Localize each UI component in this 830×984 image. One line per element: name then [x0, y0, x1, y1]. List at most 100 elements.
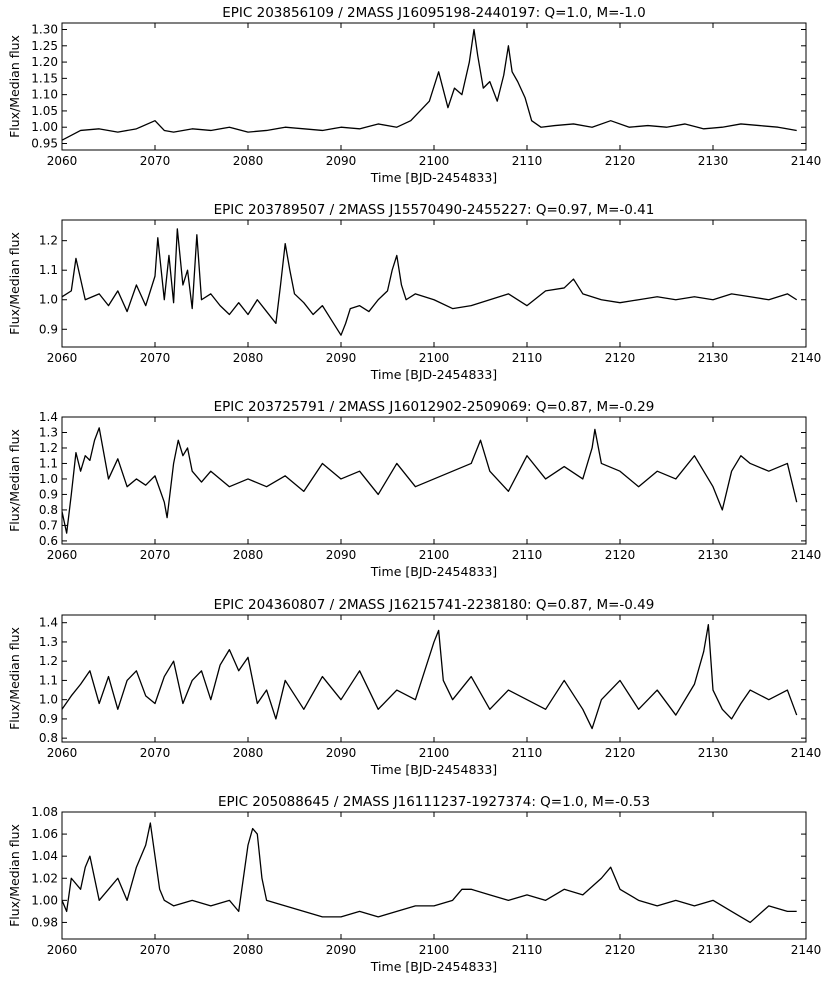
y-tick-label: 1.4 — [39, 410, 58, 424]
x-tick-label: 2140 — [791, 746, 822, 760]
x-tick-label: 2120 — [605, 943, 636, 957]
x-tick-label: 2060 — [47, 154, 78, 168]
plot-frame — [61, 22, 807, 151]
y-tick-label: 1.0 — [39, 472, 58, 486]
series-line-1 — [62, 228, 798, 336]
y-tick-label: 1.2 — [39, 234, 58, 248]
x-tick-label: 2060 — [47, 351, 78, 365]
x-tick-label: 2120 — [605, 154, 636, 168]
y-tick-label: 1.00 — [31, 893, 58, 907]
x-axis-label: Time [BJD-2454833] — [370, 564, 497, 579]
y-tick-label: 0.9 — [39, 712, 58, 726]
chart-title: EPIC 205088645 / 2MASS J16111237-1927374… — [218, 794, 650, 810]
y-tick-label: 1.15 — [31, 71, 58, 85]
y-tick-label: 1.2 — [39, 654, 58, 668]
x-tick-label: 2120 — [605, 351, 636, 365]
x-axis-label: Time [BJD-2454833] — [370, 367, 497, 382]
x-tick-label: 2090 — [326, 154, 357, 168]
series-line-1 — [62, 822, 797, 924]
x-tick-label: 2070 — [140, 746, 171, 760]
y-tick-label: 1.2 — [39, 441, 58, 455]
chart-title: EPIC 203856109 / 2MASS J16095198-2440197… — [222, 5, 646, 21]
chart-panel-2: EPIC 203789507 / 2MASS J15570490-2455227… — [7, 202, 821, 382]
x-axis-label: Time [BJD-2454833] — [370, 959, 497, 974]
y-axis-label: Flux/Median flux — [7, 824, 22, 927]
x-tick-label: 2110 — [512, 154, 543, 168]
plot-frame — [61, 614, 807, 743]
plot-frame — [61, 416, 807, 545]
y-tick-label: 0.98 — [31, 915, 58, 929]
y-tick-label: 0.8 — [39, 731, 58, 745]
x-tick-label: 2140 — [791, 943, 822, 957]
x-axis-label: Time [BJD-2454833] — [370, 170, 497, 185]
chart-panel-3: EPIC 203725791 / 2MASS J16012902-2509069… — [7, 399, 821, 579]
y-tick-label: 1.02 — [31, 871, 58, 885]
x-tick-label: 2100 — [419, 548, 450, 562]
y-axis-label: Flux/Median flux — [7, 232, 22, 335]
x-tick-label: 2140 — [791, 351, 822, 365]
x-tick-label: 2140 — [791, 154, 822, 168]
x-tick-label: 2120 — [605, 548, 636, 562]
x-tick-label: 2080 — [233, 943, 264, 957]
x-tick-label: 2130 — [698, 351, 729, 365]
y-tick-label: 1.3 — [39, 635, 58, 649]
y-tick-label: 1.0 — [39, 293, 58, 307]
y-tick-label: 0.95 — [31, 136, 58, 150]
y-axis-label: Flux/Median flux — [7, 627, 22, 730]
x-tick-label: 2070 — [140, 548, 171, 562]
x-tick-label: 2100 — [419, 351, 450, 365]
x-tick-label: 2100 — [419, 943, 450, 957]
y-tick-label: 1.4 — [39, 616, 58, 630]
x-tick-label: 2070 — [140, 943, 171, 957]
y-tick-label: 1.20 — [31, 55, 58, 69]
x-tick-label: 2110 — [512, 746, 543, 760]
x-tick-label: 2090 — [326, 746, 357, 760]
y-tick-label: 1.06 — [31, 827, 58, 841]
series-line-1 — [62, 427, 798, 534]
x-tick-label: 2100 — [419, 746, 450, 760]
x-tick-label: 2080 — [233, 548, 264, 562]
y-tick-label: 0.6 — [39, 534, 58, 548]
series-line-1 — [62, 623, 798, 730]
x-tick-label: 2070 — [140, 351, 171, 365]
y-tick-label: 1.3 — [39, 425, 58, 439]
x-tick-label: 2090 — [326, 943, 357, 957]
y-tick-label: 1.04 — [31, 849, 58, 863]
chart-panel-1: EPIC 203856109 / 2MASS J16095198-2440197… — [7, 5, 821, 185]
y-tick-label: 0.8 — [39, 503, 58, 517]
x-tick-label: 2090 — [326, 351, 357, 365]
x-tick-label: 2080 — [233, 154, 264, 168]
x-tick-label: 2070 — [140, 154, 171, 168]
x-tick-label: 2100 — [419, 154, 450, 168]
y-tick-label: 0.9 — [39, 322, 58, 336]
x-tick-label: 2090 — [326, 548, 357, 562]
plot-frame — [61, 219, 807, 348]
x-tick-label: 2130 — [698, 548, 729, 562]
chart-title: EPIC 203789507 / 2MASS J15570490-2455227… — [214, 202, 655, 218]
chart-panel-4: EPIC 204360807 / 2MASS J16215741-2238180… — [7, 597, 821, 777]
y-tick-label: 1.25 — [31, 39, 58, 53]
x-tick-label: 2120 — [605, 746, 636, 760]
chart-title: EPIC 204360807 / 2MASS J16215741-2238180… — [214, 597, 655, 613]
y-tick-label: 1.00 — [31, 120, 58, 134]
chart-title: EPIC 203725791 / 2MASS J16012902-2509069… — [214, 399, 655, 415]
x-tick-label: 2130 — [698, 154, 729, 168]
y-tick-label: 1.08 — [31, 805, 58, 819]
x-tick-label: 2080 — [233, 746, 264, 760]
x-tick-label: 2110 — [512, 351, 543, 365]
y-axis-label: Flux/Median flux — [7, 35, 22, 138]
x-tick-label: 2130 — [698, 943, 729, 957]
plot-frame — [61, 811, 807, 940]
x-tick-label: 2130 — [698, 746, 729, 760]
x-tick-label: 2060 — [47, 548, 78, 562]
y-tick-label: 1.1 — [39, 456, 58, 470]
chart-panel-5: EPIC 205088645 / 2MASS J16111237-1927374… — [7, 794, 821, 974]
x-tick-label: 2110 — [512, 943, 543, 957]
y-tick-label: 1.1 — [39, 673, 58, 687]
x-tick-label: 2080 — [233, 351, 264, 365]
y-tick-label: 1.0 — [39, 693, 58, 707]
y-tick-label: 1.10 — [31, 88, 58, 102]
y-tick-label: 1.1 — [39, 263, 58, 277]
x-tick-label: 2060 — [47, 943, 78, 957]
